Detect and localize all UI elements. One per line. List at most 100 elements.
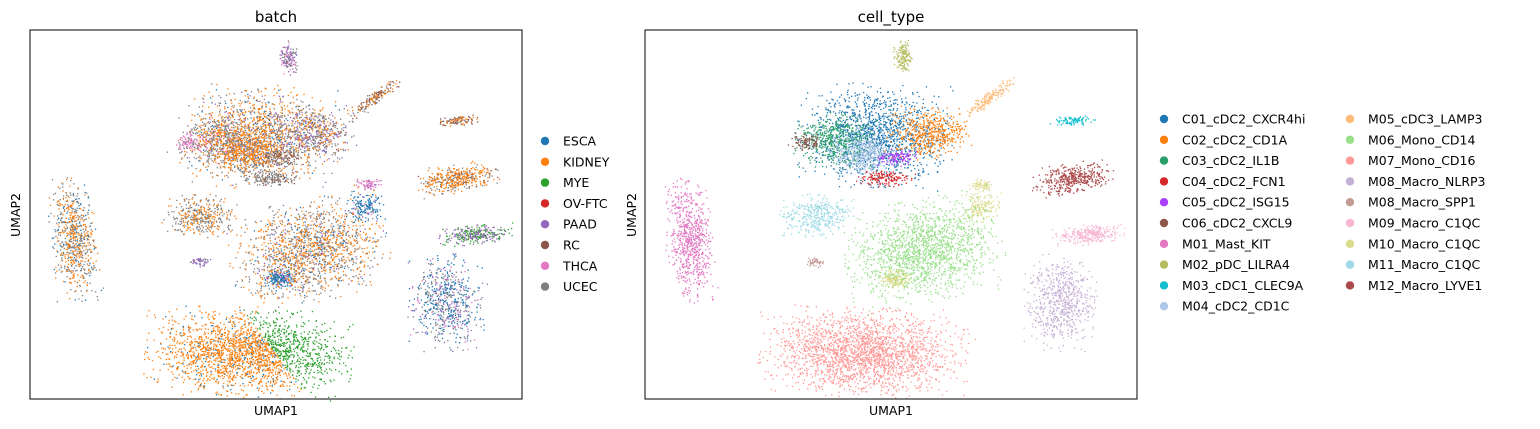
scatter-point — [183, 218, 184, 219]
scatter-point — [474, 291, 475, 292]
scatter-point — [369, 228, 370, 229]
scatter-point — [446, 185, 447, 186]
scatter-point — [485, 236, 486, 237]
scatter-point — [240, 245, 241, 246]
scatter-point — [464, 125, 465, 126]
scatter-point — [73, 218, 74, 219]
scatter-point — [359, 217, 360, 218]
scatter-point — [463, 232, 464, 233]
scatter-point — [294, 281, 295, 282]
scatter-point — [342, 254, 343, 255]
scatter-point — [486, 184, 487, 185]
scatter-point — [346, 275, 347, 276]
scatter-point — [357, 179, 358, 180]
scatter-point — [70, 229, 71, 230]
scatter-point — [319, 294, 320, 295]
scatter-point — [352, 229, 353, 230]
scatter-point — [186, 214, 187, 215]
scatter-point — [356, 118, 357, 119]
scatter-point — [66, 218, 67, 219]
scatter-point — [299, 251, 300, 252]
scatter-point — [276, 254, 277, 255]
scatter-point — [441, 269, 442, 270]
scatter-point — [440, 271, 441, 272]
scatter-point — [82, 295, 83, 296]
scatter-point — [58, 218, 59, 219]
scatter-point — [297, 260, 298, 261]
scatter-point — [310, 251, 311, 252]
scatter-point — [452, 273, 453, 274]
scatter-point — [372, 208, 373, 209]
scatter-point — [454, 326, 455, 327]
scatter-point — [220, 201, 221, 202]
scatter-point — [70, 256, 71, 257]
scatter-point — [368, 218, 369, 219]
scatter-point — [57, 241, 58, 242]
scatter-point — [441, 315, 442, 316]
scatter-point — [307, 259, 308, 260]
scatter-point — [494, 240, 495, 241]
scatter-point — [96, 260, 97, 261]
scatter-point — [447, 177, 448, 178]
scatter-point — [69, 298, 70, 299]
scatter-point — [362, 106, 363, 107]
scatter-point — [445, 325, 446, 326]
scatter-point — [367, 199, 368, 200]
scatter-point — [345, 274, 346, 275]
scatter-point — [479, 171, 480, 172]
scatter-point — [185, 225, 186, 226]
scatter-point — [481, 243, 482, 244]
scatter-point — [321, 242, 322, 243]
scatter-point — [465, 338, 466, 339]
scatter-point — [353, 212, 354, 213]
scatter-point — [292, 243, 293, 244]
scatter-point — [294, 264, 295, 265]
scatter-point — [385, 236, 386, 237]
scatter-point — [209, 214, 210, 215]
scatter-point — [445, 289, 446, 290]
scatter-point — [471, 176, 472, 177]
scatter-point — [358, 248, 359, 249]
scatter-point — [67, 292, 68, 293]
scatter-point — [458, 319, 459, 320]
scatter-point — [198, 231, 199, 232]
scatter-point — [450, 311, 451, 312]
scatter-point — [294, 272, 295, 273]
scatter-point — [274, 281, 275, 282]
scatter-point — [410, 334, 411, 335]
scatter-point — [476, 227, 477, 228]
scatter-point — [279, 221, 280, 222]
scatter-point — [457, 347, 458, 348]
scatter-point — [346, 214, 347, 215]
scatter-point — [426, 292, 427, 293]
scatter-point — [305, 232, 306, 233]
scatter-point — [366, 103, 367, 104]
scatter-point — [330, 232, 331, 233]
scatter-point — [440, 243, 441, 244]
scatter-point — [251, 292, 252, 293]
scatter-point — [343, 280, 344, 281]
scatter-point — [465, 171, 466, 172]
scatter-point — [278, 286, 279, 287]
scatter-point — [60, 254, 61, 255]
scatter-point — [222, 215, 223, 216]
scatter-point — [72, 257, 73, 258]
scatter-point — [85, 230, 86, 231]
scatter-point — [441, 318, 442, 319]
scatter-point — [428, 263, 429, 264]
scatter-point — [208, 225, 209, 226]
scatter-point — [341, 266, 342, 267]
scatter-point — [77, 187, 78, 188]
scatter-point — [70, 217, 71, 218]
scatter-point — [359, 246, 360, 247]
scatter-point — [70, 289, 71, 290]
scatter-point — [294, 61, 295, 62]
scatter-point — [462, 265, 463, 266]
scatter-point — [512, 235, 513, 236]
scatter-point — [457, 174, 458, 175]
scatter-point — [371, 104, 372, 105]
scatter-point — [278, 209, 279, 210]
scatter-point — [285, 238, 286, 239]
scatter-point — [293, 71, 294, 72]
scatter-point — [450, 180, 451, 181]
